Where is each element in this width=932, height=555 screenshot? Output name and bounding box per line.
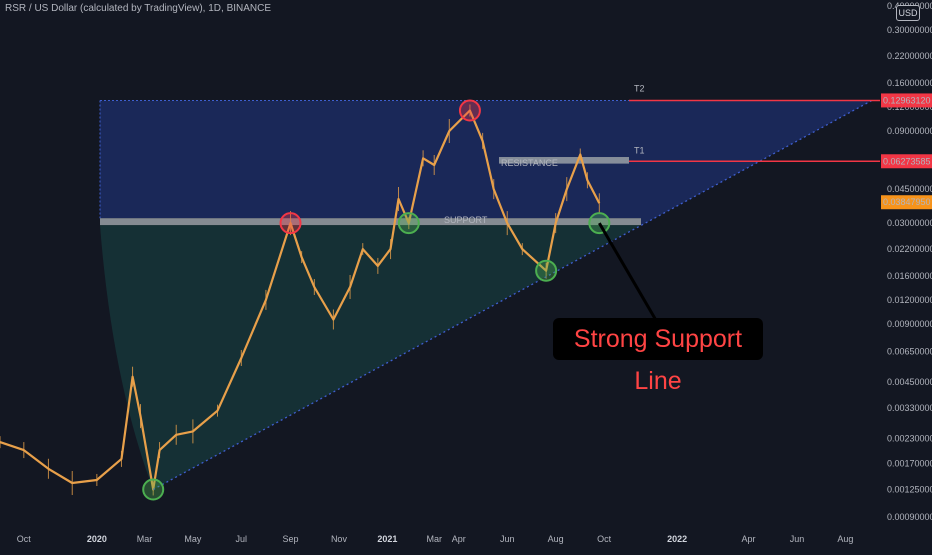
y-tick-label: 0.00900000 bbox=[887, 319, 932, 329]
price-tag-value: 0.12963120 bbox=[883, 95, 931, 105]
support-touch-circle bbox=[142, 478, 165, 501]
x-tick-label: Mar bbox=[137, 534, 153, 544]
peak-highlight-circle bbox=[279, 212, 302, 235]
y-tick-label: 0.30000000 bbox=[887, 25, 932, 35]
support-band bbox=[100, 218, 641, 226]
y-tick-label: 0.00450000 bbox=[887, 377, 932, 387]
x-tick-label: Apr bbox=[452, 534, 466, 544]
y-tick-label: 0.01200000 bbox=[887, 295, 932, 305]
x-tick-label: 2021 bbox=[377, 534, 397, 544]
x-tick-label: Jun bbox=[790, 534, 805, 544]
y-tick-label: 0.00090000 bbox=[887, 512, 932, 522]
y-tick-label: 0.00230000 bbox=[887, 433, 932, 443]
x-tick-label: Oct bbox=[597, 534, 612, 544]
peak-highlight-circle bbox=[458, 99, 481, 122]
x-tick-label: 2020 bbox=[87, 534, 107, 544]
y-tick-label: 0.00650000 bbox=[887, 346, 932, 356]
resistance-band bbox=[499, 157, 629, 164]
support-label: SUPPORT bbox=[444, 215, 488, 225]
x-tick-label: Oct bbox=[17, 534, 32, 544]
chart-title: RSR / US Dollar (calculated by TradingVi… bbox=[5, 3, 272, 14]
x-tick-label: Aug bbox=[548, 534, 564, 544]
y-tick-label: 0.01600000 bbox=[887, 271, 932, 281]
y-tick-label: 0.00125000 bbox=[887, 484, 932, 494]
x-tick-label: May bbox=[184, 534, 202, 544]
y-tick-label: 0.02200000 bbox=[887, 244, 932, 254]
y-tick-label: 0.03000000 bbox=[887, 218, 932, 228]
y-tick-label: 0.00170000 bbox=[887, 459, 932, 469]
price-tag-value: 0.06273585 bbox=[883, 156, 931, 166]
y-tick-label: 0.09000000 bbox=[887, 126, 932, 136]
x-tick-label: Mar bbox=[426, 534, 442, 544]
resistance-label: RESISTANCE bbox=[501, 158, 558, 168]
x-tick-label: Sep bbox=[283, 534, 299, 544]
price-tag-current bbox=[881, 195, 932, 210]
y-tick-label: 0.04500000 bbox=[887, 184, 932, 194]
currency-badge[interactable]: USD bbox=[896, 5, 920, 21]
support-touch-circle bbox=[397, 212, 420, 235]
support-touch-circle bbox=[535, 259, 558, 282]
y-tick-label: 0.00330000 bbox=[887, 403, 932, 413]
x-tick-label: 2022 bbox=[667, 534, 687, 544]
x-tick-label: Aug bbox=[837, 534, 853, 544]
x-tick-label: Nov bbox=[331, 534, 348, 544]
x-tick-label: Apr bbox=[742, 534, 756, 544]
y-tick-label: 0.16000000 bbox=[887, 78, 932, 88]
callout-pointer bbox=[598, 222, 659, 323]
x-tick-label: Jul bbox=[236, 534, 248, 544]
upper-zone bbox=[100, 100, 872, 226]
price-tag-T2 bbox=[881, 93, 932, 108]
x-tick-label: Jun bbox=[500, 534, 515, 544]
price-tag-T1 bbox=[881, 154, 932, 169]
t1-label: T1 bbox=[634, 145, 645, 155]
ascending-trendline[interactable] bbox=[152, 99, 873, 491]
strong-support-callout: Strong Support Line bbox=[553, 318, 763, 395]
t2-label: T2 bbox=[634, 83, 645, 93]
price-tag-value: 0.03847950 bbox=[883, 197, 931, 207]
y-tick-label: 0.22000000 bbox=[887, 51, 932, 61]
lower-zone bbox=[100, 225, 641, 490]
